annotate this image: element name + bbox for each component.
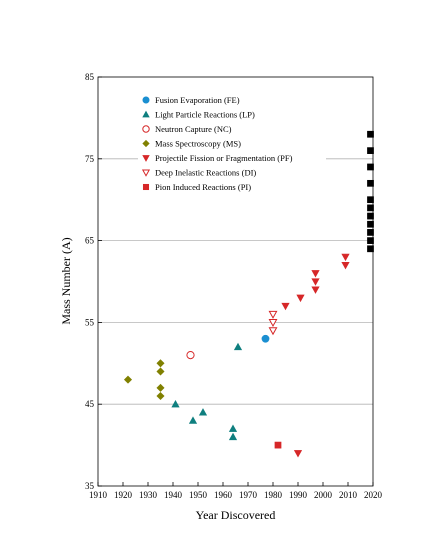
axis-ticks: 1910 1920 1930 1940 1950 1960 1970 1980 1990 2000…	[85, 72, 383, 500]
data-point	[367, 204, 374, 212]
data-point	[274, 441, 282, 449]
data-point	[367, 196, 374, 204]
y-tick-label: 55	[85, 317, 95, 327]
legend-marker	[142, 139, 150, 148]
legend-entry-label: Deep Inelastic Reactions (DI)	[155, 168, 256, 178]
data-point	[156, 391, 165, 401]
data-point	[268, 327, 278, 336]
y-tick-label: 35	[85, 481, 95, 491]
data-point	[228, 424, 238, 432]
legend-marker	[142, 110, 150, 118]
data-point	[233, 342, 243, 351]
x-tick-label: 2010	[339, 490, 358, 500]
data-points	[123, 130, 374, 458]
data-point	[123, 375, 133, 384]
x-tick-label: 1920	[114, 490, 133, 500]
data-point	[367, 179, 374, 187]
data-point	[367, 229, 374, 236]
data-point	[367, 147, 374, 154]
y-tick-label: 75	[85, 154, 95, 164]
data-point	[367, 130, 374, 138]
x-tick-label: 2020	[364, 490, 383, 500]
y-tick-label: 45	[85, 399, 95, 409]
legend-marker	[142, 155, 150, 162]
data-point	[261, 334, 270, 343]
data-point	[367, 220, 374, 228]
data-point	[296, 294, 305, 303]
x-tick-label: 1980	[264, 490, 283, 500]
x-tick-label: 1950	[189, 490, 208, 500]
x-tick-label: 1970	[239, 490, 258, 500]
data-point	[228, 432, 238, 441]
data-point	[341, 253, 350, 262]
data-point	[156, 383, 165, 392]
legend-entry-label: Light Particle Reactions (LP)	[155, 110, 255, 120]
data-point	[367, 237, 374, 244]
legend-background	[138, 94, 326, 202]
x-tick-label: 1960	[214, 490, 233, 500]
legend-marker	[142, 96, 150, 104]
data-point	[341, 261, 350, 270]
legend-marker	[141, 169, 151, 177]
data-point	[311, 270, 320, 278]
data-point	[293, 450, 303, 458]
data-point	[367, 212, 374, 220]
legend-marker	[142, 125, 150, 133]
data-point	[268, 310, 278, 319]
data-point	[281, 302, 290, 311]
data-point	[268, 319, 278, 328]
legend: Fusion Evaporation (FE) Light Particle Re…	[141, 95, 293, 192]
data-point	[188, 416, 198, 424]
x-axis-label: Year Discovered	[196, 508, 276, 522]
legend-entry-label: Projectile Fission or Fragmentation (PF)	[155, 153, 293, 163]
data-point	[311, 286, 320, 294]
x-tick-label: 1910	[89, 490, 108, 500]
y-axis-label: Mass Number (A)	[59, 237, 73, 324]
data-point	[156, 359, 165, 368]
plot-area-frame	[97, 76, 374, 487]
y-tick-label: 65	[85, 236, 95, 246]
x-tick-label: 2000	[314, 490, 333, 500]
y-tick-label: 85	[85, 72, 95, 82]
x-tick-label: 1990	[289, 490, 308, 500]
legend-entry-label: Neutron Capture (NC)	[155, 124, 232, 134]
legend-entry-label: Pion Induced Reactions (PI)	[155, 182, 251, 192]
legend-box	[138, 94, 326, 202]
data-point	[186, 351, 195, 360]
x-tick-label: 1940	[164, 490, 183, 500]
data-point	[198, 408, 208, 416]
legend-marker	[142, 183, 150, 191]
legend-entry-label: Mass Spectroscopy (MS)	[155, 139, 241, 149]
data-point	[367, 163, 374, 171]
legend-entry-label: Fusion Evaporation (FE)	[155, 95, 240, 105]
data-point	[171, 399, 180, 408]
data-point	[156, 367, 165, 376]
data-point	[367, 245, 374, 253]
x-tick-label: 1930	[139, 490, 158, 500]
data-point	[311, 278, 320, 286]
